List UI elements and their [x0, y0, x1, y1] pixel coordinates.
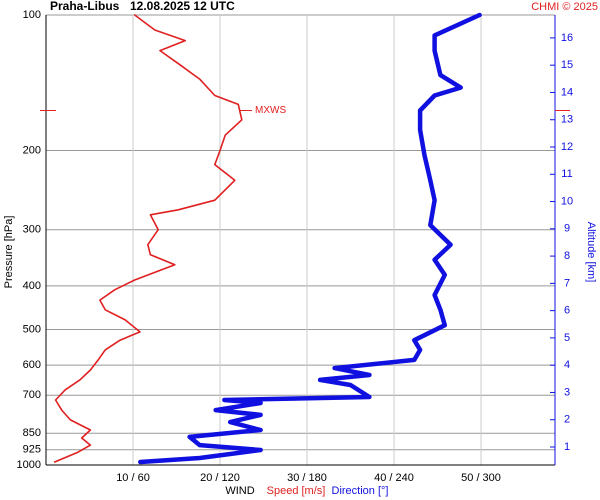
y-tick-label: 850	[23, 427, 41, 439]
y2-tick-label: 14	[561, 86, 573, 98]
legend-label: Speed [m/s]	[267, 485, 326, 497]
y2-tick-label: 16	[561, 32, 573, 44]
y2-tick-label: 8	[564, 250, 570, 262]
y-tick-label: 500	[23, 323, 41, 335]
y2-tick-label: 4	[564, 359, 570, 371]
annotation: MXWS	[255, 105, 286, 116]
x-tick-label: 10 / 60	[116, 472, 150, 484]
y2-tick-label: 5	[564, 332, 570, 344]
credit: CHMI © 2025	[531, 1, 598, 13]
y2-tick-label: 15	[561, 59, 573, 71]
y2-tick-label: 2	[564, 414, 570, 426]
y2-tick-label: 6	[564, 305, 570, 317]
y2-axis-label: Altitude [km]	[585, 222, 597, 283]
y2-tick-label: 9	[564, 223, 570, 235]
y-tick-label: 600	[23, 359, 41, 371]
chart-subtitle: 12.08.2025 12 UTC	[130, 0, 235, 13]
y-tick-label: 100	[23, 9, 41, 21]
series-line	[53, 14, 243, 463]
legend-label: Direction [°]	[332, 485, 389, 497]
y2-tick-label: 11	[561, 168, 572, 180]
y-axis-label: Pressure [hPa]	[3, 216, 15, 289]
y-tick-label: 300	[23, 224, 41, 236]
x-tick-label: 50 / 300	[461, 472, 501, 484]
y2-tick-label: 3	[564, 386, 570, 398]
x-axis-label: WIND	[225, 485, 254, 497]
y-tick-label: 925	[23, 444, 41, 456]
y2-tick-label: 13	[561, 114, 573, 126]
chart-title: Praha-Libus	[50, 0, 120, 13]
y2-tick-label: 10	[561, 195, 573, 207]
series-line	[138, 12, 482, 465]
y-tick-label: 200	[23, 144, 41, 156]
x-tick-label: 30 / 180	[287, 472, 327, 484]
y2-tick-label: 7	[564, 277, 570, 289]
x-tick-label: 40 / 240	[374, 472, 414, 484]
y2-tick-label: 12	[561, 141, 573, 153]
y-tick-label: 1000	[17, 459, 41, 471]
y-tick-label: 400	[23, 280, 41, 292]
y2-tick-label: 1	[564, 441, 570, 453]
y-tick-label: 700	[23, 389, 41, 401]
x-tick-label: 20 / 120	[200, 472, 240, 484]
